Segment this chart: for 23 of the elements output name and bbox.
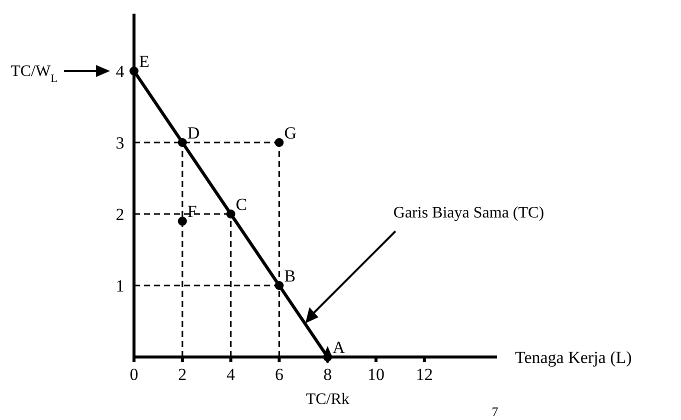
text: 7 [492,404,499,419]
x-tick-label: 0 [130,365,138,384]
annotation: TC/Rk [306,391,350,408]
annotation: A [332,338,346,357]
y-axis-title: TC/W$_{L}$ [10,63,58,85]
annotation: B [284,266,296,286]
y-tick-label: 3 [116,134,124,152]
annotation: E [139,52,150,71]
y-tick-label: 2 [116,205,124,224]
y-tick-label: 4 [116,62,125,81]
annotation: F [187,202,197,222]
annotation: D [187,124,200,142]
annotation: C [236,195,248,214]
x-tick-label: 8 [323,365,332,384]
y-tick-label: 1 [116,276,124,296]
annotation: G [284,124,296,142]
annotation: Garis Biaya Sama (TC) [393,204,544,222]
x-tick-label: 4 [226,365,236,384]
x-tick-label: 6 [274,365,284,384]
x-axis-title: Tenaga Kerja (L) [515,348,632,367]
x-tick-label: 12 [416,365,433,384]
x-tick-label: 2 [178,365,187,384]
x-tick-label: 10 [368,365,384,384]
